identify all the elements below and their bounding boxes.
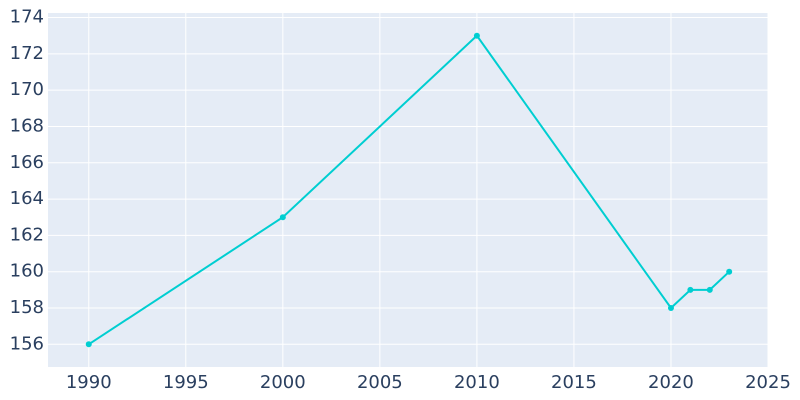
y-tick-label: 168 — [10, 115, 44, 136]
point — [687, 286, 694, 293]
x-tick-label: 1995 — [163, 372, 209, 393]
y-tick-label: 174 — [10, 7, 44, 28]
y-tick-label: 166 — [10, 152, 44, 173]
y-tick-label: 158 — [10, 297, 44, 318]
x-tick-label: 2005 — [357, 372, 403, 393]
y-tick-label: 156 — [10, 333, 44, 354]
y-tick-label: 164 — [10, 188, 44, 209]
point — [85, 341, 92, 348]
x-tick-label: 2015 — [551, 372, 597, 393]
point — [667, 305, 674, 311]
point — [726, 268, 733, 275]
y-tick-label: 162 — [10, 224, 44, 245]
point — [706, 286, 713, 293]
plot-area — [48, 13, 768, 367]
point — [279, 214, 286, 221]
y-tick-label: 160 — [10, 261, 44, 282]
x-tick-label: 2010 — [454, 372, 500, 393]
y-tick-label: 170 — [10, 79, 44, 100]
y-tick-label: 172 — [10, 43, 44, 64]
x-tick-label: 2020 — [648, 372, 694, 393]
x-tick-label: 1990 — [66, 372, 112, 393]
point — [473, 32, 480, 39]
x-tick-label: 2025 — [745, 372, 791, 393]
x-tick-label: 2000 — [260, 372, 306, 393]
